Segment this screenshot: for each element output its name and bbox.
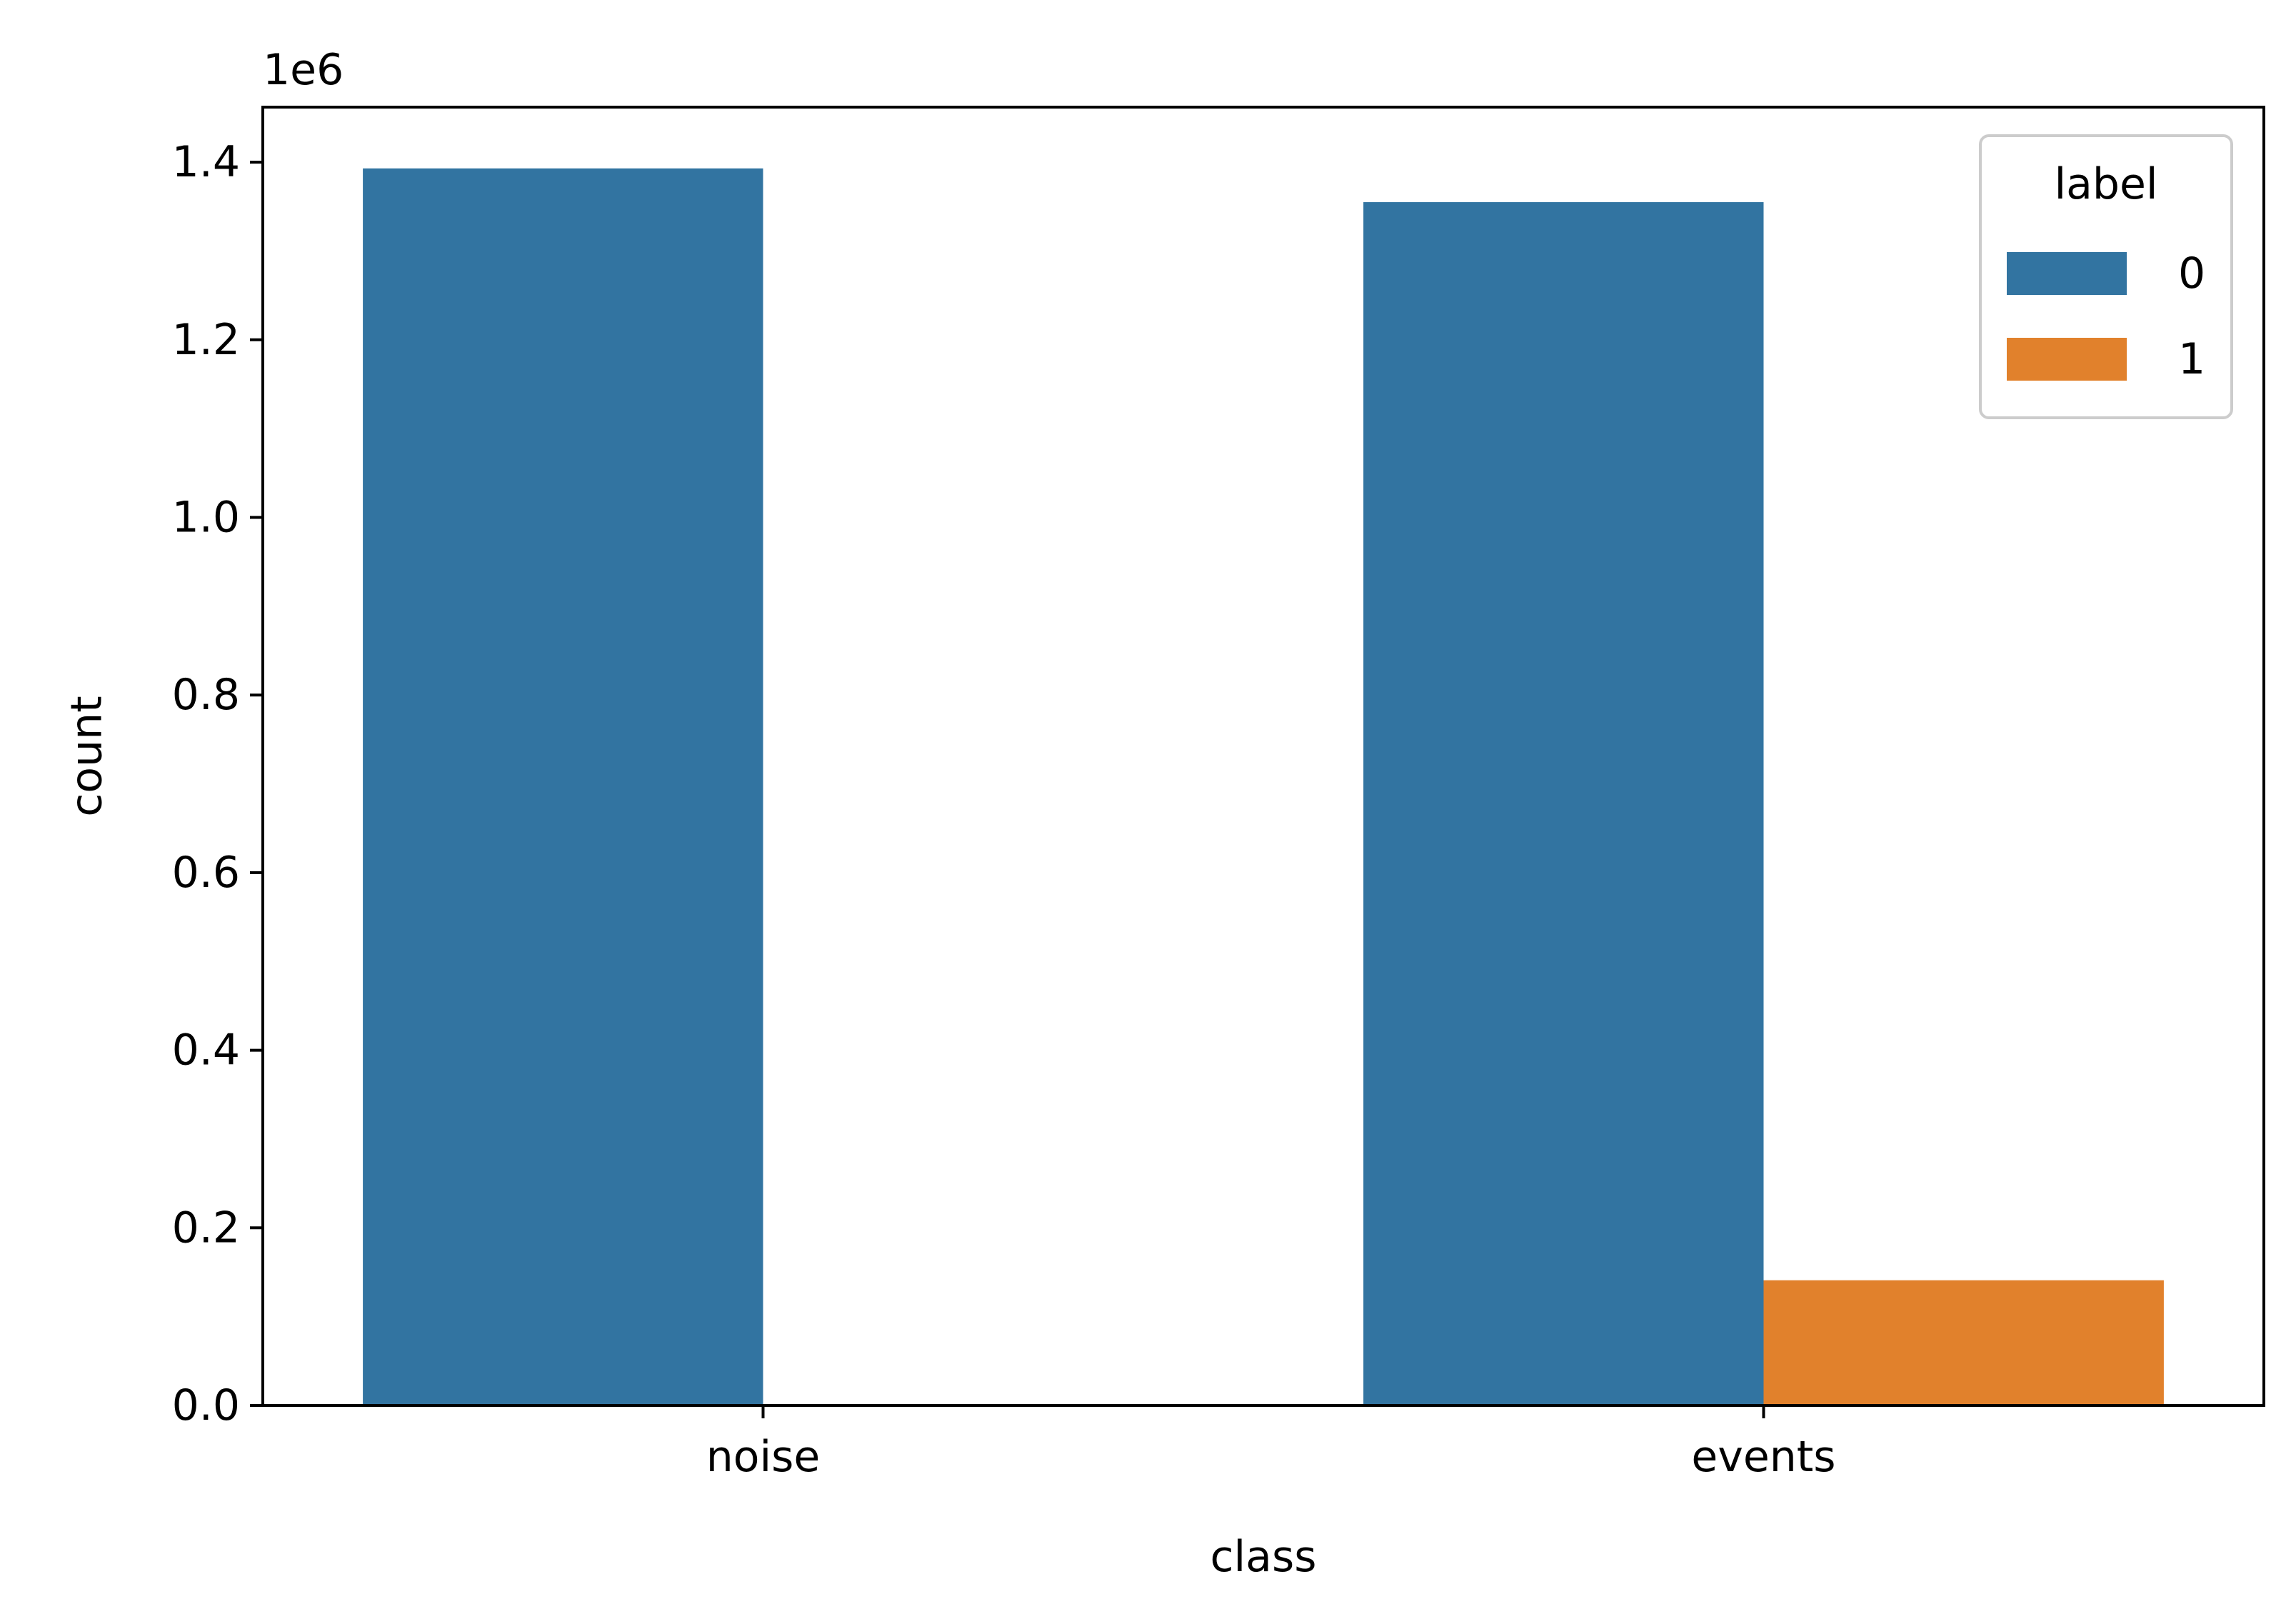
plot-frame bbox=[261, 106, 2265, 1407]
legend-entries: 01 bbox=[2007, 249, 2205, 384]
legend-swatch-0 bbox=[2007, 252, 2127, 295]
legend-label-1: 1 bbox=[2178, 334, 2205, 384]
legend-title: label bbox=[2054, 159, 2157, 209]
legend: label 01 bbox=[1979, 134, 2233, 419]
legend-swatch-1 bbox=[2007, 338, 2127, 381]
y-tick-label: 1.0 bbox=[172, 492, 240, 542]
y-tick-label: 0.6 bbox=[172, 848, 240, 898]
y-tick-label: 1.2 bbox=[172, 315, 240, 365]
y-tick-label: 0.4 bbox=[172, 1026, 240, 1076]
x-tick-label-noise: noise bbox=[706, 1432, 821, 1482]
bar-events-label-0 bbox=[1363, 202, 1764, 1406]
legend-label-0: 0 bbox=[2178, 249, 2205, 299]
bars-group bbox=[363, 168, 2164, 1406]
y-tick-label: 0.0 bbox=[172, 1380, 240, 1430]
y-tick-label: 0.2 bbox=[172, 1203, 240, 1253]
x-axis-title: class bbox=[1210, 1532, 1317, 1582]
y-axis: 0.0 0.2 0.4 0.6 0.8 1.0 1.2 1.4 bbox=[172, 137, 263, 1430]
y-tick-label: 0.8 bbox=[172, 670, 240, 720]
y-axis-title: count bbox=[62, 696, 112, 816]
bar-events-label-1 bbox=[1763, 1280, 2164, 1405]
x-axis: noise events bbox=[706, 1405, 1836, 1482]
bar-noise-label-0 bbox=[363, 168, 763, 1405]
y-tick-label: 1.4 bbox=[172, 137, 240, 187]
y-offset-label: 1e6 bbox=[263, 45, 344, 95]
x-tick-label-events: events bbox=[1691, 1432, 1835, 1482]
